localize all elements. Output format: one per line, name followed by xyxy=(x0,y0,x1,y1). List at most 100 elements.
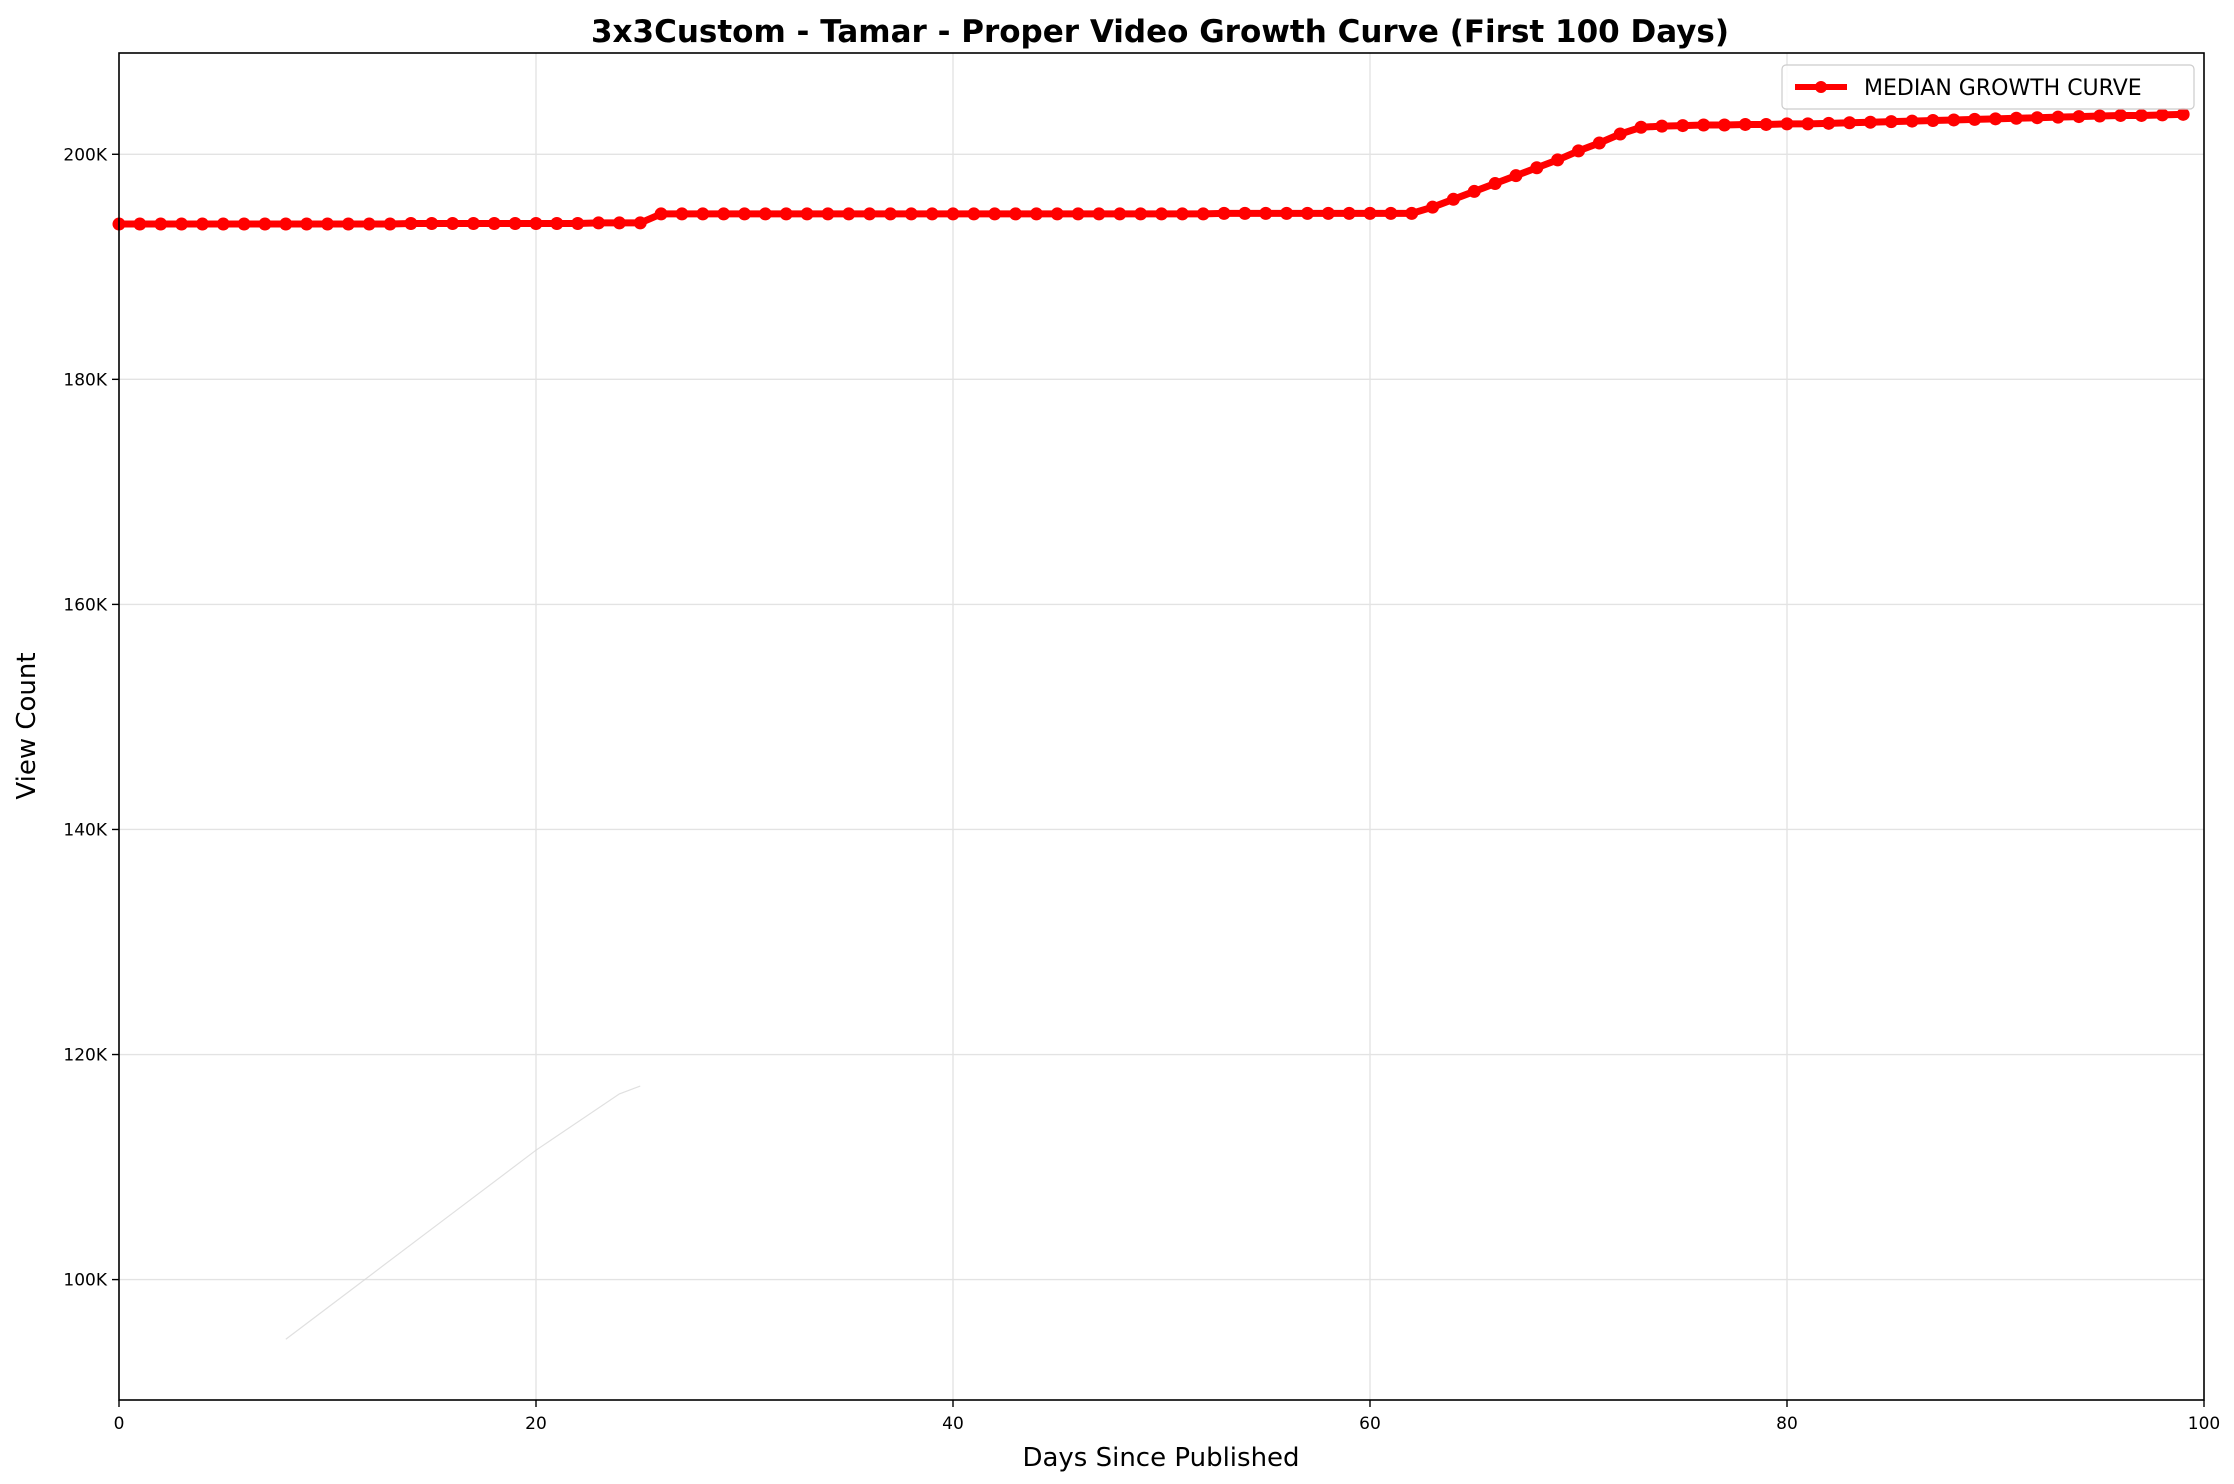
median-growth-curve-point xyxy=(925,207,939,221)
median-growth-curve-point xyxy=(1759,117,1773,131)
series-layer xyxy=(112,107,2190,1340)
median-growth-curve-point xyxy=(738,207,751,221)
median-growth-curve-point xyxy=(592,216,606,230)
median-growth-curve-point xyxy=(612,216,626,230)
median-growth-curve-point xyxy=(1592,136,1606,150)
median-growth-curve-point xyxy=(800,207,814,221)
median-growth-curve-point xyxy=(1384,206,1398,220)
median-growth-curve-point xyxy=(383,217,397,231)
median-growth-curve-point xyxy=(1446,192,1460,206)
median-growth-curve-point xyxy=(946,207,960,221)
median-growth-curve-point xyxy=(1426,200,1440,214)
median-growth-curve-point xyxy=(1092,207,1106,221)
median-growth-curve-point xyxy=(1405,206,1419,220)
median-growth-curve-point xyxy=(654,207,668,221)
median-growth-curve-point xyxy=(821,207,835,221)
y-tick-label: 120K xyxy=(63,1046,107,1066)
y-tick-label: 200K xyxy=(63,145,107,165)
median-growth-curve-point xyxy=(2009,111,2023,125)
median-growth-curve-point xyxy=(425,216,439,230)
median-growth-curve-point xyxy=(2072,110,2086,124)
median-growth-curve-point xyxy=(133,217,147,231)
median-growth-curve-point xyxy=(1989,112,2002,126)
median-growth-curve-point xyxy=(1843,116,1857,130)
median-growth-curve-point xyxy=(2030,111,2044,125)
median-growth-curve-point xyxy=(1613,127,1627,141)
median-growth-curve-line xyxy=(115,110,2187,228)
median-growth-curve-point xyxy=(1801,117,1815,131)
y-tick-label: 160K xyxy=(63,595,107,615)
median-growth-curve-point xyxy=(1134,207,1148,221)
median-growth-curve-point xyxy=(1676,119,1690,133)
grid-lines xyxy=(119,53,2204,1400)
median-growth-curve-point xyxy=(508,216,522,230)
median-growth-curve-point xyxy=(1780,117,1794,131)
median-growth-curve-point xyxy=(1863,115,1877,129)
axis-ticks: 0 20 40 60 80 100 100K 120K 140K 160K 180K 200K xyxy=(63,145,2220,1434)
median-growth-curve-point xyxy=(1363,206,1377,220)
median-growth-curve-point xyxy=(279,217,293,231)
median-growth-curve-point xyxy=(195,217,209,231)
median-growth-curve-point xyxy=(1884,115,1898,129)
median-growth-curve-point xyxy=(1697,118,1711,132)
legend: MEDIAN GROWTH CURVE xyxy=(1781,64,2195,110)
median-growth-curve-point xyxy=(466,216,480,230)
median-growth-curve-point xyxy=(216,217,230,231)
median-growth-curve-point xyxy=(633,216,647,230)
median-growth-curve-point xyxy=(1238,206,1252,220)
x-tick-label: 0 xyxy=(114,1414,125,1434)
median-growth-curve-point xyxy=(1071,207,1085,221)
median-growth-curve-point xyxy=(2134,108,2148,122)
median-growth-curve-point xyxy=(1509,169,1523,183)
median-growth-curve-point xyxy=(300,217,314,231)
median-growth-curve-point xyxy=(175,217,189,231)
median-growth-curve-point xyxy=(362,217,376,231)
median-growth-curve-point xyxy=(1217,206,1231,220)
median-growth-curve-point xyxy=(321,217,334,231)
median-growth-curve-point xyxy=(1259,206,1273,220)
legend-marker-swatch xyxy=(1815,81,1827,93)
median-growth-curve-point xyxy=(842,207,856,221)
median-growth-curve-point xyxy=(1968,112,1982,126)
median-growth-curve-point xyxy=(1280,206,1294,220)
median-growth-curve-point xyxy=(2051,110,2065,124)
chart-title: 3x3Custom - Tamar - Proper Video Growth … xyxy=(591,14,1729,50)
legend-frame xyxy=(1781,64,2195,110)
median-growth-curve-point xyxy=(1905,114,1919,128)
y-tick-label: 100K xyxy=(63,1271,107,1291)
median-growth-curve-point xyxy=(446,216,460,230)
median-growth-curve-point xyxy=(1196,207,1210,221)
median-growth-curve-point xyxy=(1009,207,1023,221)
median-growth-curve-point xyxy=(2155,108,2169,122)
median-growth-curve-point xyxy=(1822,116,1836,130)
median-growth-curve-point xyxy=(758,207,772,221)
median-growth-curve-point xyxy=(1655,119,1669,133)
median-growth-curve-point xyxy=(2093,109,2107,123)
x-tick-label: 40 xyxy=(942,1414,964,1434)
median-growth-curve-point xyxy=(1113,207,1127,221)
median-growth-curve-point xyxy=(675,207,689,221)
median-growth-curve-point xyxy=(1551,153,1565,167)
median-growth-curve-point xyxy=(696,207,710,221)
x-tick-label: 80 xyxy=(1776,1414,1798,1434)
median-growth-curve-point xyxy=(258,217,272,231)
median-growth-curve-point xyxy=(1947,113,1961,127)
x-tick-label: 20 xyxy=(525,1414,547,1434)
legend-label: MEDIAN GROWTH CURVE xyxy=(1864,76,2142,101)
y-tick-label: 180K xyxy=(63,370,107,390)
x-axis-label: Days Since Published xyxy=(1022,1443,1299,1473)
median-growth-curve-point xyxy=(1050,207,1064,221)
median-growth-curve-point xyxy=(2114,108,2128,122)
median-growth-curve-point xyxy=(550,216,564,230)
median-growth-curve-point xyxy=(1530,161,1544,175)
median-growth-curve-point xyxy=(1926,114,1940,128)
median-growth-curve-point xyxy=(1572,144,1585,158)
y-tick-label: 140K xyxy=(63,820,107,840)
median-growth-curve-point xyxy=(1175,207,1189,221)
median-growth-curve-point xyxy=(571,216,585,230)
median-growth-curve-point xyxy=(1738,117,1752,131)
median-growth-curve-point xyxy=(988,207,1002,221)
median-growth-curve-point xyxy=(341,217,355,231)
